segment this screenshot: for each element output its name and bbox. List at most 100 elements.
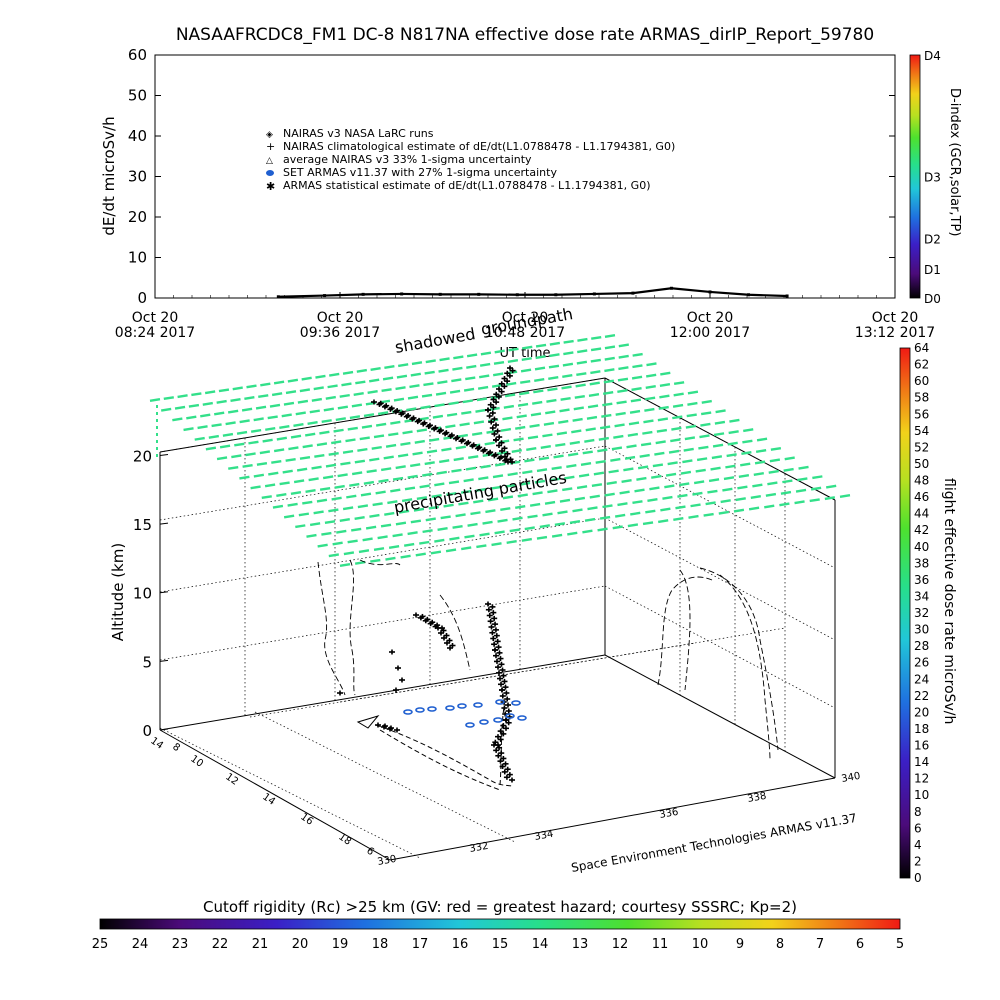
precipitating-particle-mark	[293, 423, 304, 427]
legend-entry-nairas-runs: NAIRAS v3 NASA LaRC runs	[283, 127, 434, 140]
top-x-tick-day: Oct 20	[317, 310, 363, 326]
chart-title: NASAAFRCDC8_FM1 DC-8 N817NA effective do…	[176, 25, 874, 45]
dose-rate-tick-label: 14	[914, 755, 929, 769]
precipitating-particle-mark	[509, 528, 520, 533]
precipitating-particle-mark	[619, 490, 630, 495]
precipitating-particle-mark	[253, 417, 264, 422]
precipitating-particle-mark	[214, 411, 225, 416]
precipitating-particle-mark	[363, 480, 375, 485]
precipitating-particle-mark	[557, 510, 568, 515]
altitude-tick-label: 20	[133, 447, 152, 465]
precipitating-particle-mark	[621, 478, 632, 483]
precipitating-particle-mark	[516, 414, 527, 419]
precipitating-particle-mark	[695, 468, 706, 473]
precipitating-particle-mark	[446, 412, 458, 417]
precipitating-particle-mark	[733, 508, 745, 513]
precipitating-particle-mark	[422, 472, 433, 477]
precipitating-particle-mark	[687, 401, 698, 406]
precipitating-particle-mark	[346, 494, 357, 499]
precipitating-particle-mark	[306, 533, 317, 538]
precipitating-particle-mark	[657, 519, 669, 524]
precipitating-particle-mark	[623, 467, 634, 472]
precipitating-particle-mark	[572, 417, 583, 422]
precipitating-particle-mark	[321, 531, 332, 536]
precipitating-particle-mark	[520, 368, 532, 373]
precipitating-particle-mark	[632, 352, 643, 357]
precipitating-particle-mark	[718, 510, 729, 515]
precipitating-particle-mark	[470, 511, 481, 516]
precipitating-particle-mark	[342, 506, 354, 511]
precipitating-particle-mark	[431, 494, 442, 498]
precipitating-particle-mark	[377, 535, 388, 540]
precipitating-particle-mark	[559, 408, 570, 413]
precipitating-particle-mark	[393, 397, 405, 402]
altitude-ticks: 0 5 10 15 20	[133, 447, 169, 740]
precipitating-particle-mark	[337, 405, 349, 410]
precipitating-particle-mark	[632, 500, 643, 505]
precipitating-particle-mark	[232, 386, 243, 391]
precipitating-particle-mark	[517, 402, 529, 407]
precipitating-particle-mark	[324, 520, 336, 525]
legend-entry-set-armas: SET ARMAS v11.37 with 27% 1-sigma uncert…	[283, 166, 557, 179]
precipitating-particle-mark	[340, 461, 351, 466]
precipitating-particle-mark	[533, 389, 544, 394]
dose-rate-tick-label: 32	[914, 606, 929, 620]
precipitating-particle-mark	[381, 388, 392, 393]
precipitating-particle-mark	[677, 493, 688, 498]
precipitating-particle-mark	[452, 524, 463, 529]
precipitating-particle-mark	[582, 529, 593, 534]
precipitating-particle-mark	[654, 451, 665, 456]
precipitating-particle-mark	[812, 475, 823, 480]
precipitating-particle-mark	[713, 432, 725, 437]
precipitating-particle-mark	[548, 376, 559, 380]
precipitating-particle-mark	[197, 425, 208, 430]
precipitating-particle-mark	[424, 461, 435, 466]
precipitating-particle-mark	[407, 395, 419, 400]
precipitating-particle-mark	[449, 389, 461, 394]
dose-rate-tick-label: 2	[914, 854, 922, 868]
precipitating-particle-mark	[480, 464, 491, 469]
precipitating-particle-mark	[708, 478, 720, 483]
precipitating-particle-mark	[315, 374, 326, 379]
precipitating-particle-mark	[186, 415, 197, 420]
precipitating-particle-mark	[302, 500, 313, 505]
dose-rate-tick-label: 24	[914, 672, 929, 686]
armas-measurement-dot	[511, 700, 521, 706]
cutoff-rigidity-tick-label: 11	[652, 937, 669, 952]
precipitating-particle-mark	[316, 442, 328, 447]
precipitating-particle-mark	[589, 381, 600, 386]
precipitating-particle-mark	[250, 485, 261, 490]
precipitating-particle-mark	[183, 427, 194, 432]
precipitating-particle-mark	[435, 391, 447, 396]
dose-rate-tick-label: 18	[914, 722, 929, 736]
precipitating-particle-mark	[365, 525, 377, 530]
precipitating-particle-mark	[567, 452, 579, 457]
precipitating-particle-mark	[723, 476, 735, 481]
precipitating-particle-mark	[628, 421, 640, 426]
precipitating-particle-mark	[640, 442, 652, 447]
precipitating-particle-mark	[664, 484, 675, 489]
precipitating-particle-mark	[269, 403, 281, 408]
precipitating-particle-mark	[754, 460, 766, 465]
precipitating-particle-mark	[475, 487, 487, 492]
precipitating-particle-mark	[246, 384, 257, 389]
top-series-point	[708, 290, 712, 294]
precipitating-particle-mark	[705, 501, 716, 506]
precipitating-particle-mark	[227, 409, 239, 414]
dose-rate-tick-label: 46	[914, 490, 929, 504]
precipitating-particle-mark	[387, 500, 398, 505]
precipitating-particle-mark	[753, 471, 764, 476]
dose-rate-bar	[899, 347, 911, 879]
precipitating-particle-mark	[687, 390, 699, 395]
precipitating-particle-mark	[372, 502, 383, 507]
precipitating-particle-mark	[401, 498, 413, 503]
precipitating-particle-mark	[611, 446, 623, 451]
precipitating-particle-mark	[560, 396, 571, 401]
precipitating-particle-mark	[615, 411, 626, 416]
precipitating-particle-mark	[598, 436, 610, 441]
precipitating-particle-mark	[658, 405, 669, 410]
top-series	[276, 286, 789, 299]
precipitating-particle-mark	[643, 419, 654, 424]
armas-measurement-dot	[427, 706, 437, 712]
altitude-tick-label: 15	[133, 516, 152, 534]
